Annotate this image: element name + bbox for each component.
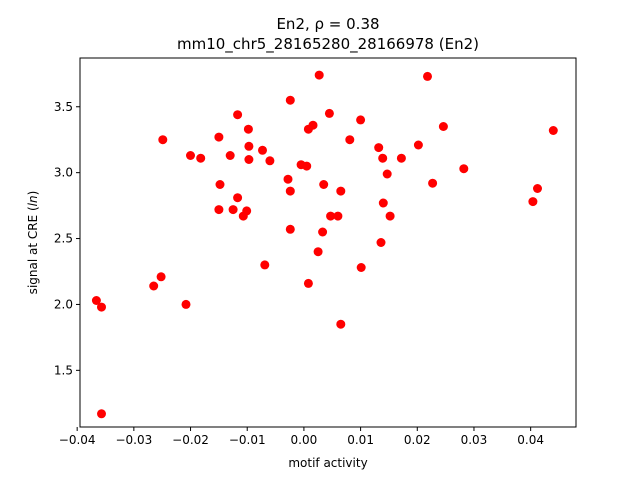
x-tick-label: −0.02	[172, 433, 209, 447]
data-point-18	[243, 124, 253, 134]
data-point-12	[225, 151, 235, 160]
x-tick-label: −0.04	[59, 433, 96, 447]
data-point-54	[428, 178, 438, 188]
data-point-17	[242, 206, 252, 216]
data-point-29	[302, 161, 312, 171]
data-point-48	[376, 238, 386, 247]
data-point-24	[283, 174, 293, 184]
y-tick-label: 2.0	[54, 297, 73, 311]
x-tick-label: 0.02	[404, 433, 431, 447]
data-point-8	[196, 153, 206, 163]
data-point-11	[214, 205, 224, 215]
data-point-53	[423, 71, 432, 81]
data-point-37	[324, 108, 334, 118]
data-point-14	[233, 110, 243, 120]
data-point-25	[285, 95, 295, 105]
data-point-31	[308, 120, 318, 130]
data-points	[91, 70, 558, 419]
data-point-23	[265, 156, 275, 166]
x-tick-label: −0.01	[229, 433, 266, 447]
data-point-0	[91, 296, 101, 305]
data-point-51	[396, 153, 406, 163]
x-axis-ticks: −0.04 −0.03 −0.02 −0.01 0.00 0.01 0.02 0.03 0.04	[59, 427, 544, 447]
y-axis-ticks: 1.5 2.0 2.5 3.0 3.5	[54, 100, 80, 377]
data-point-20	[244, 155, 254, 164]
data-point-52	[413, 140, 423, 150]
data-point-44	[356, 263, 366, 272]
data-point-36	[318, 227, 328, 237]
chart-title-line2: mm10_chr5_28165280_28166978 (En2)	[177, 35, 479, 54]
x-tick-label: 0.01	[347, 433, 374, 447]
y-tick-label: 2.5	[54, 232, 73, 246]
x-tick-label: −0.03	[115, 433, 152, 447]
plot-frame	[79, 57, 577, 428]
data-point-22	[260, 260, 270, 270]
y-axis-label: signal at CRE (ln)	[26, 191, 40, 295]
data-point-27	[285, 224, 295, 234]
data-point-49	[382, 169, 392, 179]
y-axis-label-italic: ln	[26, 195, 40, 206]
data-point-4	[156, 272, 166, 282]
y-tick-label: 1.5	[54, 363, 73, 377]
data-point-13	[228, 205, 238, 215]
data-point-26	[285, 186, 295, 196]
data-point-2	[97, 409, 106, 419]
y-axis-label-suffix: )	[26, 191, 40, 196]
data-point-33	[313, 247, 323, 257]
data-point-38	[326, 211, 336, 221]
chart-title-line1: En2, ρ = 0.38	[276, 15, 379, 33]
data-point-32	[303, 278, 313, 288]
data-point-3	[149, 281, 159, 291]
data-point-43	[356, 115, 366, 125]
x-tick-label: 0.00	[291, 433, 318, 447]
data-point-46	[378, 153, 388, 163]
data-point-5	[158, 135, 168, 145]
data-point-15	[233, 193, 243, 203]
data-point-35	[319, 180, 329, 189]
data-point-42	[345, 135, 355, 145]
x-tick-label: 0.03	[461, 433, 488, 447]
y-tick-label: 3.0	[54, 166, 73, 180]
data-point-55	[438, 122, 448, 131]
data-point-34	[314, 70, 324, 80]
x-tick-label: 0.04	[517, 433, 544, 447]
x-axis-label: motif activity	[288, 456, 367, 470]
data-point-57	[528, 197, 538, 207]
data-point-50	[385, 211, 395, 221]
y-axis-label-prefix: signal at CRE (	[26, 206, 40, 294]
data-point-45	[374, 143, 384, 153]
data-point-56	[459, 164, 469, 174]
data-point-10	[215, 180, 225, 189]
data-point-58	[533, 184, 542, 193]
data-point-6	[181, 299, 191, 309]
data-point-59	[548, 126, 558, 135]
y-tick-label: 3.5	[54, 100, 73, 114]
data-point-21	[258, 145, 267, 155]
data-point-19	[244, 141, 254, 151]
data-point-39	[333, 211, 343, 221]
data-point-41	[336, 319, 346, 329]
data-point-7	[186, 151, 195, 160]
data-point-40	[336, 186, 346, 196]
data-point-1	[97, 302, 106, 312]
data-point-47	[378, 198, 388, 208]
data-point-9	[214, 132, 224, 142]
